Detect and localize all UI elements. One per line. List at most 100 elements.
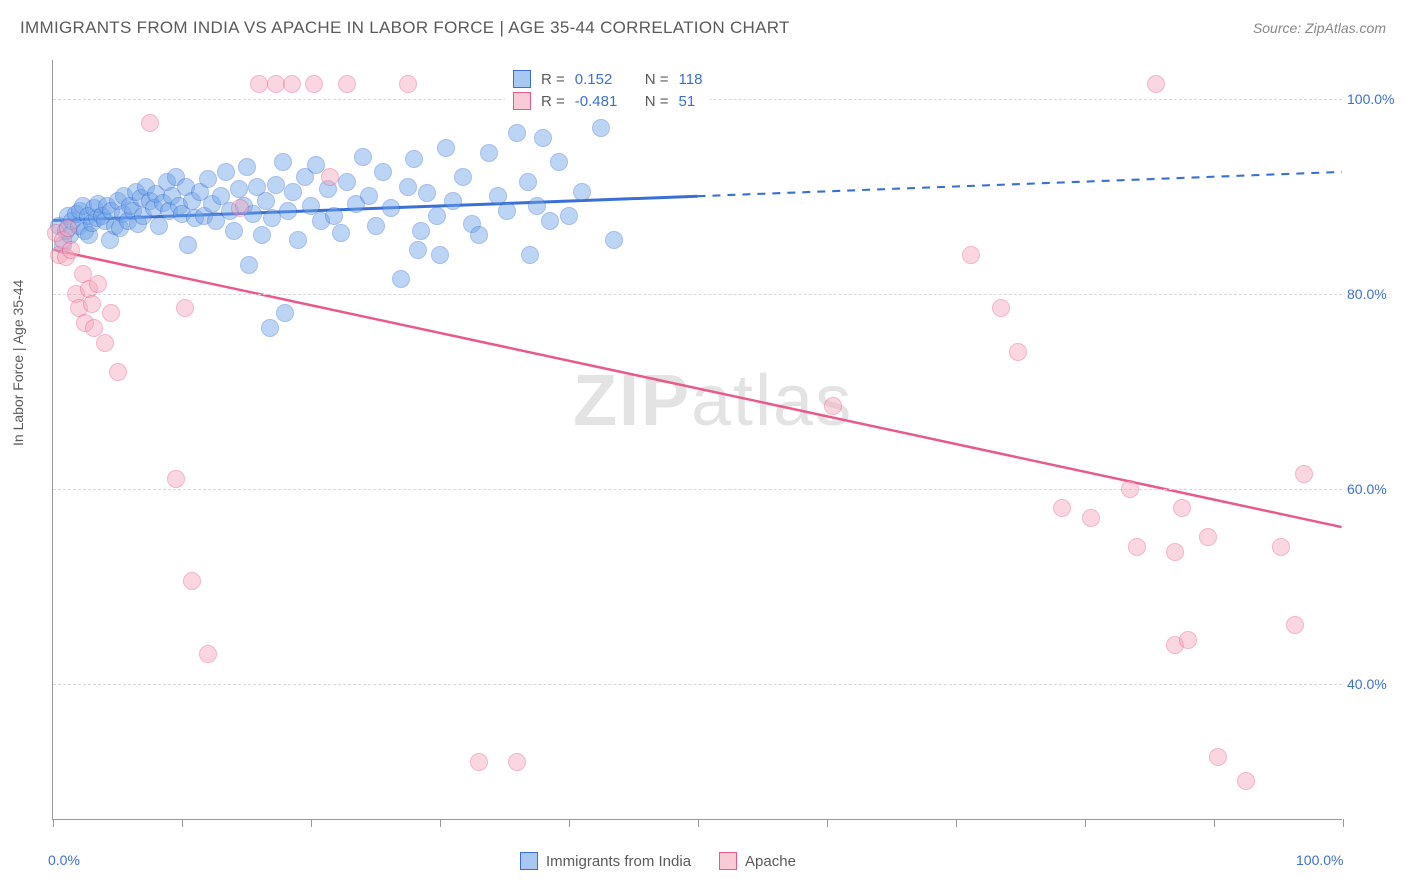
data-point — [1053, 499, 1071, 517]
data-point — [267, 176, 285, 194]
data-point — [428, 207, 446, 225]
x-tick — [1214, 819, 1215, 827]
data-point — [102, 304, 120, 322]
data-point — [1237, 772, 1255, 790]
data-point — [418, 184, 436, 202]
data-point — [276, 304, 294, 322]
data-point — [1009, 343, 1027, 361]
data-point — [1082, 509, 1100, 527]
data-point — [176, 299, 194, 317]
x-tick — [311, 819, 312, 827]
series-legend: Immigrants from India Apache — [520, 852, 796, 870]
data-point — [199, 170, 217, 188]
data-point — [1128, 538, 1146, 556]
data-point — [1173, 499, 1191, 517]
data-point — [89, 275, 107, 293]
y-axis-label: In Labor Force | Age 35-44 — [10, 280, 26, 446]
data-point — [225, 222, 243, 240]
data-point — [253, 226, 271, 244]
r-label: R = — [541, 71, 565, 88]
data-point — [321, 168, 339, 186]
data-point — [250, 75, 268, 93]
data-point — [96, 334, 114, 352]
data-point — [238, 158, 256, 176]
y-tick-label: 100.0% — [1347, 91, 1402, 107]
data-point — [399, 178, 417, 196]
data-point — [437, 139, 455, 157]
r-label: R = — [541, 93, 565, 110]
data-point — [992, 299, 1010, 317]
data-point — [83, 295, 101, 313]
data-point — [179, 236, 197, 254]
n-label: N = — [645, 71, 669, 88]
x-tick — [182, 819, 183, 827]
x-tick — [1085, 819, 1086, 827]
legend-swatch — [513, 70, 531, 88]
data-point — [283, 75, 301, 93]
data-point — [305, 75, 323, 93]
data-point — [508, 753, 526, 771]
data-point — [541, 212, 559, 230]
legend-swatch — [719, 852, 737, 870]
data-point — [528, 197, 546, 215]
x-tick — [53, 819, 54, 827]
n-value: 118 — [679, 71, 703, 88]
data-point — [573, 183, 591, 201]
data-point — [550, 153, 568, 171]
data-point — [444, 192, 462, 210]
data-point — [374, 163, 392, 181]
data-point — [338, 75, 356, 93]
x-tick — [698, 819, 699, 827]
data-point — [470, 753, 488, 771]
data-point — [405, 150, 423, 168]
legend-series-name: Apache — [745, 853, 796, 870]
data-point — [279, 202, 297, 220]
data-point — [409, 241, 427, 259]
data-point — [1199, 528, 1217, 546]
chart-title: IMMIGRANTS FROM INDIA VS APACHE IN LABOR… — [20, 18, 790, 38]
chart-source: Source: ZipAtlas.com — [1253, 20, 1386, 36]
chart-header: IMMIGRANTS FROM INDIA VS APACHE IN LABOR… — [20, 18, 1386, 38]
x-tick — [956, 819, 957, 827]
data-point — [141, 114, 159, 132]
data-point — [1295, 465, 1313, 483]
data-point — [824, 397, 842, 415]
data-point — [274, 153, 292, 171]
x-max-label: 100.0% — [1296, 852, 1343, 868]
legend-stat-row: R =-0.481N =51 — [513, 90, 702, 112]
legend-item: Apache — [719, 852, 796, 870]
data-point — [257, 192, 275, 210]
data-point — [454, 168, 472, 186]
data-point — [1121, 480, 1139, 498]
data-point — [392, 270, 410, 288]
x-tick — [569, 819, 570, 827]
data-point — [470, 226, 488, 244]
data-point — [1272, 538, 1290, 556]
data-point — [521, 246, 539, 264]
y-tick-label: 40.0% — [1347, 676, 1402, 692]
legend-stat-row: R =0.152N =118 — [513, 68, 702, 90]
legend-item: Immigrants from India — [520, 852, 691, 870]
data-point — [605, 231, 623, 249]
data-point — [534, 129, 552, 147]
legend-swatch — [520, 852, 538, 870]
legend-swatch — [513, 92, 531, 110]
data-point — [1166, 543, 1184, 561]
data-point — [431, 246, 449, 264]
scatter-plot: ZIPatlas 40.0%60.0%80.0%100.0% — [52, 60, 1342, 820]
data-point — [231, 199, 249, 217]
x-tick — [440, 819, 441, 827]
data-point — [284, 183, 302, 201]
data-point — [399, 75, 417, 93]
x-tick — [1343, 819, 1344, 827]
data-point — [62, 241, 80, 259]
data-point — [217, 163, 235, 181]
data-point — [325, 207, 343, 225]
data-point — [480, 144, 498, 162]
data-point — [240, 256, 258, 274]
data-point — [508, 124, 526, 142]
watermark: ZIPatlas — [573, 360, 853, 442]
data-point — [592, 119, 610, 137]
legend-series-name: Immigrants from India — [546, 853, 691, 870]
data-point — [1147, 75, 1165, 93]
